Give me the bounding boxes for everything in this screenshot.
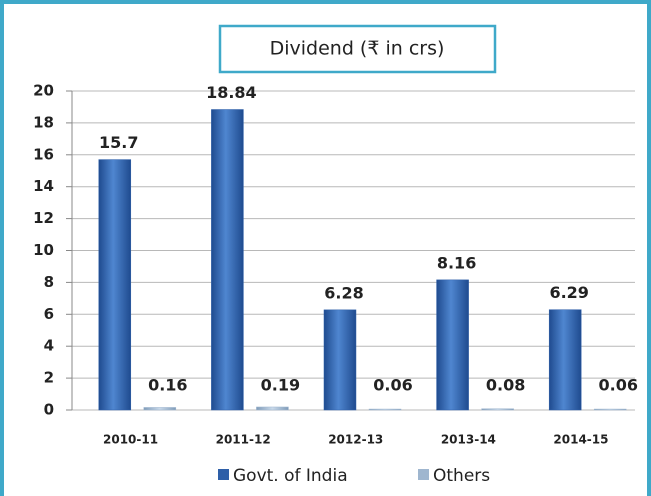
legend-label: Govt. of India [233,466,348,486]
data-label: 0.08 [486,376,525,395]
bar [593,408,627,411]
y-tick-label: 16 [33,145,54,163]
bar [368,408,402,411]
x-tick-label: 2010-11 [103,433,158,447]
y-tick-label: 14 [33,177,54,195]
legend-label: Others [433,466,490,486]
bar [211,109,244,411]
bar [436,279,469,411]
data-label: 6.29 [549,283,588,302]
chart-title: Dividend (₹ in crs) [270,38,445,60]
title-box [218,24,497,74]
data-label: 15.7 [99,133,138,152]
bar [481,408,514,411]
data-label: 6.28 [324,283,363,302]
data-label: 8.16 [437,253,476,272]
x-tick-label: 2013-14 [441,433,496,447]
x-tick-label: 2012-13 [328,433,383,447]
bar [256,406,289,411]
y-tick-label: 4 [44,337,54,355]
bar [98,159,132,411]
y-tick-label: 6 [44,305,54,323]
bar [548,309,582,411]
data-label: 18.84 [206,83,257,102]
y-tick-label: 2 [44,369,54,387]
data-label: 0.06 [598,376,637,395]
legend-swatch [218,469,229,480]
y-tick-label: 0 [44,401,54,419]
data-label: 0.06 [373,376,412,395]
y-tick-label: 8 [44,273,54,291]
data-label: 0.16 [148,376,187,395]
y-tick-label: 18 [33,113,54,131]
legend-swatch [418,469,429,480]
y-tick-label: 12 [33,209,54,227]
x-tick-label: 2011-12 [216,433,271,447]
bar [323,309,357,411]
data-label: 0.19 [261,376,300,395]
y-tick-label: 10 [33,241,54,259]
x-tick-label: 2014-15 [553,433,608,447]
y-tick-label: 20 [33,82,54,100]
bar [143,407,177,411]
